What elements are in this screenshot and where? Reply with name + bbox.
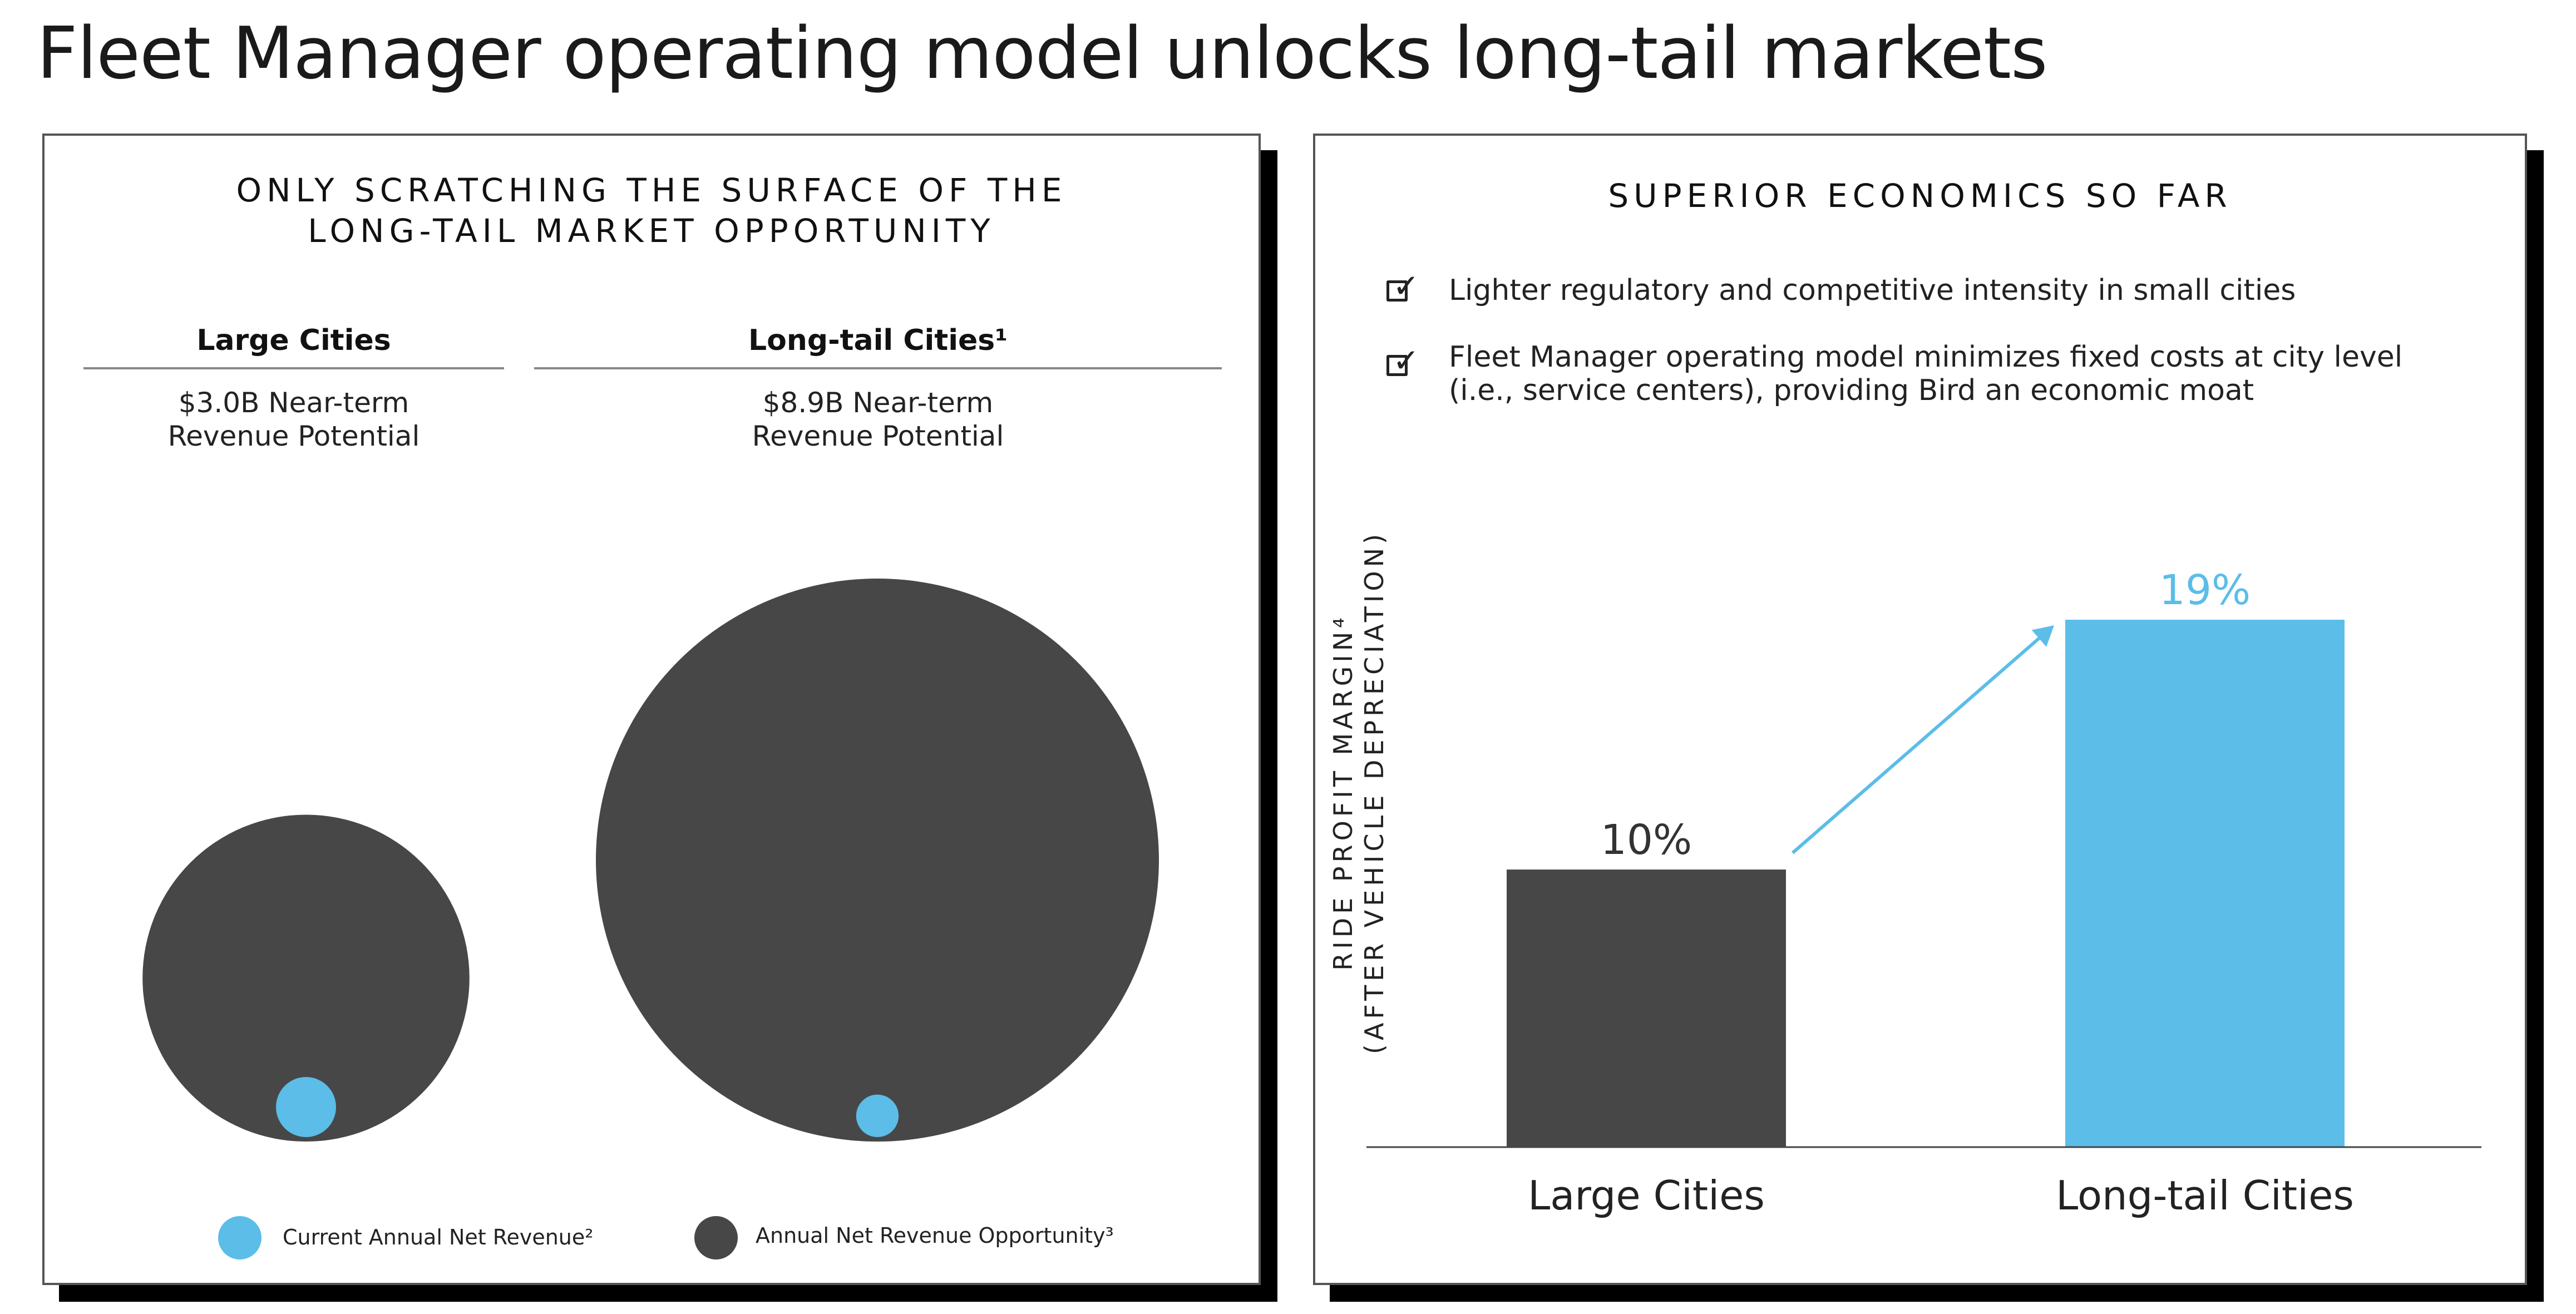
bullet-text: Fleet Manager operating model minimizes … [1449, 340, 2402, 407]
page-title: Fleet Manager operating model unlocks lo… [37, 12, 2048, 95]
bar-long-tail-cities [2065, 620, 2345, 1147]
column-sub-large-cities: $3.0B Near-term Revenue Potential [83, 386, 504, 453]
market-opportunity-panel: ONLY SCRATCHING THE SURFACE OF THE LONG-… [42, 134, 1261, 1285]
current-revenue-bubble-long-tail-cities [856, 1094, 899, 1138]
left-heading-line2: LONG-TAIL MARKET OPPORTUNITY [308, 212, 995, 250]
left-panel-heading: ONLY SCRATCHING THE SURFACE OF THE LONG-… [45, 170, 1259, 251]
left-heading-line1: ONLY SCRATCHING THE SURFACE OF THE [236, 171, 1067, 209]
bullet-line: Fleet Manager operating model minimizes … [1449, 340, 2403, 374]
growth-arrow-head [2031, 625, 2054, 647]
superior-economics-panel: SUPERIOR ECONOMICS SO FAR ✓ Lighter regu… [1313, 134, 2527, 1285]
legend-label-current-revenue: Current Annual Net Revenue² [283, 1225, 594, 1249]
bullet-line: Lighter regulatory and competitive inten… [1449, 274, 2296, 307]
long-tail-potential-label: Revenue Potential [752, 420, 1004, 452]
large-cities-potential-label: Revenue Potential [167, 420, 420, 452]
checkbox-checked-icon: ✓ [1386, 270, 1420, 302]
margin-bar-chart: 10% Large Cities 19% Long-tail Cities RIDE P… [1328, 530, 2481, 1219]
right-panel-heading: SUPERIOR ECONOMICS SO FAR [1608, 177, 2232, 215]
bullet-item: ✓ Lighter regulatory and competitive int… [1386, 270, 2444, 313]
opportunity-bubble-large-cities [142, 814, 470, 1142]
legend-dot-revenue-opportunity [694, 1216, 738, 1259]
long-tail-potential: $8.9B Near-term [762, 387, 994, 419]
checkbox-checked-icon: ✓ [1386, 344, 1420, 377]
bullet-text: Lighter regulatory and competitive inten… [1449, 274, 2296, 307]
current-revenue-bubble-large-cities [276, 1077, 336, 1137]
column-sub-long-tail-cities: $8.9B Near-term Revenue Potential [534, 386, 1222, 453]
bubble-chart [142, 579, 1159, 1142]
legend-label-revenue-opportunity: Annual Net Revenue Opportunity³ [756, 1223, 1114, 1248]
bullet-line: (i.e., service centers), providing Bird … [1449, 374, 2254, 407]
y-axis-label-line2: (AFTER VEHICLE DEPRECIATION) [1359, 530, 1389, 1054]
growth-arrow-line [1792, 630, 2047, 854]
large-cities-potential: $3.0B Near-term [178, 387, 409, 419]
bar-value-label-large-cities: 10% [1601, 816, 1692, 864]
bar-large-cities [1507, 870, 1786, 1147]
y-axis-label-line1: RIDE PROFIT MARGIN⁴ [1328, 614, 1358, 970]
opportunity-bubble-long-tail-cities [596, 579, 1159, 1142]
column-head-long-tail-cities: Long-tail Cities¹ [534, 324, 1222, 369]
legend-dot-current-revenue [218, 1216, 261, 1259]
x-axis-label-large-cities: Large Cities [1528, 1172, 1765, 1219]
y-axis-label: RIDE PROFIT MARGIN⁴ (AFTER VEHICLE DEPREC… [1328, 530, 1389, 1054]
bullet-item: ✓ Fleet Manager operating model minimize… [1386, 340, 2444, 413]
column-head-large-cities: Large Cities [83, 324, 504, 369]
x-axis-label-long-tail-cities: Long-tail Cities [2056, 1172, 2354, 1219]
bar-value-label-long-tail-cities: 19% [2159, 566, 2251, 614]
